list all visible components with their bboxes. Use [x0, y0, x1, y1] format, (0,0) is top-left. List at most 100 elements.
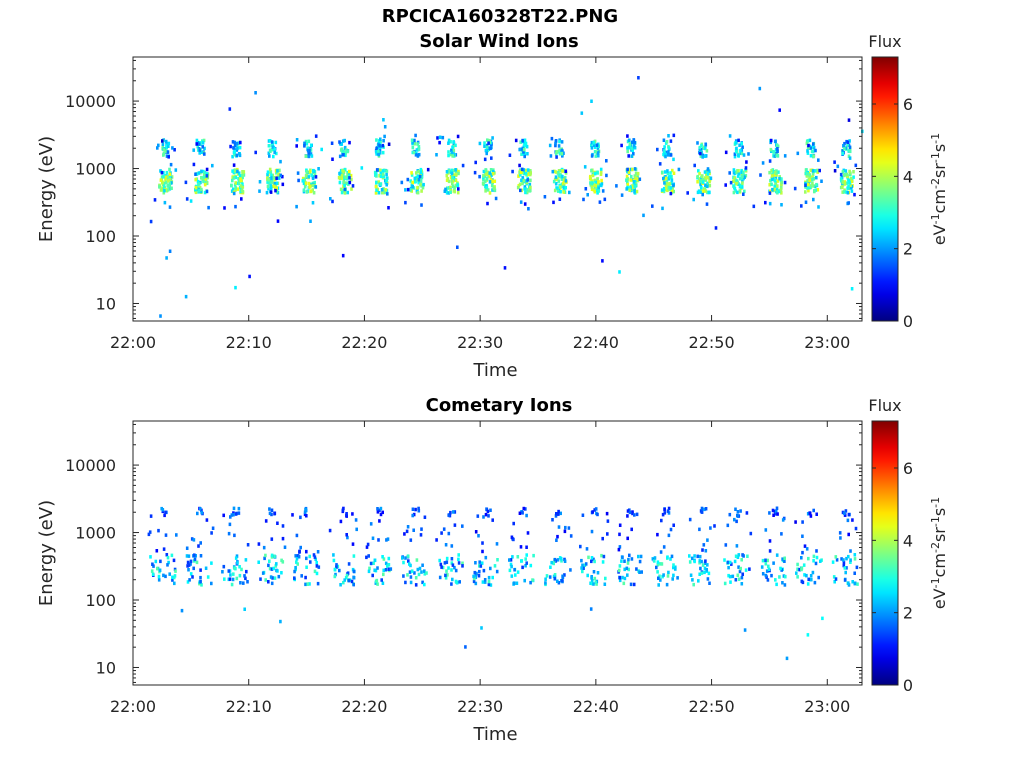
flux-cell — [236, 141, 239, 146]
flux-cell — [237, 171, 241, 175]
flux-cell — [706, 184, 709, 189]
flux-cell — [161, 145, 165, 149]
flux-cell — [254, 150, 257, 155]
flux-cell — [806, 139, 810, 143]
flux-cell — [659, 550, 663, 554]
flux-cell — [450, 171, 454, 176]
flux-cell — [266, 172, 269, 177]
flux-cell — [704, 142, 707, 146]
flux-cell — [447, 513, 450, 517]
flux-cell — [310, 154, 314, 158]
flux-cell — [737, 153, 740, 157]
flux-cell — [299, 515, 302, 520]
flux-cell — [734, 189, 737, 193]
flux-cell — [304, 582, 307, 587]
flux-cell — [308, 148, 311, 153]
flux-cell — [739, 509, 742, 513]
flux-cell — [699, 566, 702, 571]
flux-cell — [851, 518, 854, 522]
flux-cell — [590, 154, 594, 158]
flux-cell — [522, 150, 525, 154]
flux-cell — [839, 177, 843, 181]
flux-cell — [805, 168, 808, 172]
flux-cell — [474, 160, 477, 165]
flux-cell — [586, 573, 589, 578]
flux-cell — [316, 581, 320, 586]
flux-cell — [201, 169, 205, 174]
flux-cell — [597, 180, 600, 184]
flux-cell — [699, 151, 702, 156]
flux-cell — [270, 148, 274, 152]
flux-cell — [304, 174, 308, 178]
flux-cell — [597, 186, 600, 190]
flux-cell — [627, 154, 630, 158]
flux-cell — [598, 200, 602, 204]
flux-cell — [621, 555, 624, 560]
flux-cell — [522, 178, 526, 183]
flux-cell — [629, 582, 633, 587]
flux-cell — [483, 144, 486, 148]
flux-cell — [771, 150, 775, 154]
flux-cell — [847, 179, 850, 183]
flux-cell — [638, 570, 641, 574]
flux-cell — [817, 205, 820, 209]
flux-cell — [704, 507, 708, 511]
flux-cell — [175, 533, 178, 537]
flux-cell — [698, 561, 701, 565]
flux-cell — [484, 148, 488, 153]
flux-cell — [581, 569, 584, 574]
flux-cell — [404, 580, 407, 585]
flux-cell — [661, 170, 664, 175]
flux-cell — [569, 568, 572, 572]
flux-cell — [525, 144, 529, 149]
flux-cell — [707, 169, 711, 174]
flux-cell — [737, 174, 740, 178]
flux-cell — [848, 139, 851, 143]
flux-cell — [662, 178, 666, 183]
flux-cell — [159, 559, 162, 564]
flux-cell — [557, 144, 561, 148]
flux-cell — [453, 523, 457, 527]
flux-cell — [666, 509, 670, 513]
flux-cell — [767, 564, 770, 569]
flux-cell — [736, 555, 740, 559]
flux-cell — [311, 188, 314, 192]
flux-cell — [847, 201, 850, 205]
flux-cell — [264, 553, 267, 558]
flux-cell — [472, 579, 476, 584]
flux-cell — [201, 145, 204, 149]
flux-cell — [481, 580, 485, 584]
flux-cell — [305, 169, 309, 174]
flux-cell — [450, 568, 453, 572]
flux-cell — [584, 187, 588, 191]
flux-cell — [809, 154, 813, 158]
flux-cell — [381, 143, 385, 148]
flux-cell — [421, 563, 424, 567]
flux-cell — [668, 181, 672, 186]
flux-cell — [655, 565, 658, 570]
flux-cell — [665, 582, 669, 587]
flux-cell — [769, 138, 773, 143]
flux-cell — [776, 154, 780, 158]
colorbar-tick-label: 0 — [903, 312, 913, 331]
flux-cell — [443, 561, 447, 565]
flux-cell — [526, 178, 530, 182]
flux-cell — [587, 555, 590, 560]
flux-cell — [560, 559, 563, 563]
flux-cell — [168, 175, 171, 179]
flux-cell — [582, 197, 585, 202]
flux-cell — [703, 566, 707, 571]
flux-cell — [842, 190, 846, 194]
flux-cell — [266, 184, 270, 189]
flux-cell — [618, 523, 622, 527]
flux-cell — [147, 532, 151, 537]
flux-cell — [450, 544, 454, 548]
flux-cell — [606, 519, 610, 523]
flux-cell — [275, 176, 278, 180]
flux-cell — [812, 154, 815, 158]
flux-cell — [728, 512, 732, 517]
y-axis-label: Energy (eV) — [36, 500, 57, 606]
flux-cell — [320, 147, 323, 152]
flux-cell — [561, 169, 564, 173]
flux-cell — [270, 173, 273, 177]
